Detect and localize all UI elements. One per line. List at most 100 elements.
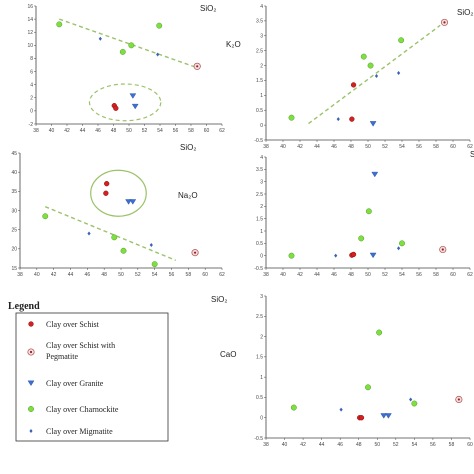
data-point-migmatite (336, 117, 340, 122)
data-point-granite (385, 413, 392, 419)
legend-marker-pegmatite (27, 348, 35, 356)
x-tick-label: 62 (467, 272, 473, 278)
x-tick-label: 56 (416, 272, 422, 278)
y-tick-label: 2 (260, 204, 263, 210)
x-tick-label: 42 (300, 442, 306, 448)
x-tick-label: 50 (118, 272, 124, 278)
x-tick-label: 48 (101, 272, 107, 278)
legend-marker-granite (27, 380, 35, 386)
corner-axis-label: SiO₂ (180, 143, 196, 152)
data-point-charnockite (111, 234, 118, 241)
y-tick-label: 15 (11, 266, 17, 272)
x-tick-label: 40 (280, 144, 286, 150)
x-tick-label: 52 (382, 144, 388, 150)
y-tick-label: 40 (11, 170, 17, 176)
corner-axis-label: SiO₂ (200, 4, 216, 13)
y-tick-label: 1.5 (256, 78, 263, 84)
x-tick-label: 58 (186, 272, 192, 278)
y-tick-label: 0 (260, 253, 263, 259)
data-point-schist (104, 181, 110, 187)
y-tick-label: 2 (30, 96, 33, 102)
legend-item-pegmatite: Clay over Schist with Pegmatite (27, 341, 115, 361)
x-tick-label: 48 (111, 128, 117, 134)
legend-label: Clay over Migmatite (46, 427, 113, 436)
data-point-charnockite (56, 21, 63, 28)
y-tick-label: 3.5 (256, 19, 263, 25)
x-tick-label: 38 (263, 272, 269, 278)
data-point-charnockite (290, 404, 297, 411)
y-tick-label: 20 (11, 247, 17, 253)
legend-item-charnockite: Clay over Charnockite (28, 405, 119, 414)
x-tick-label: 38 (33, 128, 39, 134)
cluster-ellipse (90, 169, 147, 217)
x-tick-label: 62 (467, 144, 473, 150)
data-point-charnockite (367, 62, 374, 69)
y-tick-label: 2 (260, 63, 263, 69)
legend-title: Legend (8, 301, 40, 312)
y-tick-label: 2.5 (256, 48, 263, 54)
x-tick-label: 54 (412, 442, 418, 448)
data-point-schist (349, 116, 355, 122)
x-tick-label: 44 (314, 272, 320, 278)
data-point-granite (129, 93, 137, 99)
x-tick-label: 60 (202, 272, 208, 278)
y-tick-label: 45 (11, 151, 17, 157)
data-point-charnockite (119, 48, 126, 55)
x-tick-label: 44 (319, 442, 325, 448)
x-tick-label: 56 (416, 144, 422, 150)
corner-axis-label: S (470, 150, 474, 159)
data-point-charnockite (288, 252, 295, 259)
data-point-granite (129, 199, 137, 205)
data-point-charnockite (399, 240, 405, 247)
y-tick-label: 3 (260, 179, 263, 185)
y-tick-label: -0.5 (254, 436, 263, 442)
x-tick-label: 46 (331, 272, 337, 278)
x-tick-label: 40 (282, 442, 288, 448)
data-point-migmatite (374, 73, 379, 78)
legend-label: Clay over Charnockite (46, 405, 119, 414)
x-tick-label: 46 (95, 128, 101, 134)
x-tick-label: 52 (393, 442, 399, 448)
y-tick-label: 8 (30, 56, 33, 62)
legend-label-line2: Pegmatite (46, 352, 78, 361)
x-tick-label: 42 (51, 272, 57, 278)
y-tick-label: 12 (27, 30, 33, 36)
data-point-charnockite (365, 208, 372, 215)
chart-1: 38 40 42 44 46 48 50 52 54 56 58 60 62-2024681012141… (27, 4, 225, 134)
x-tick-label: 46 (85, 272, 91, 278)
data-point-charnockite (128, 42, 135, 49)
corner-axis-label: SiO₂ (457, 8, 473, 17)
y-axis-label: CaO (220, 350, 236, 359)
x-tick-label: 54 (399, 144, 405, 150)
x-tick-label: 62 (219, 272, 225, 278)
data-point-charnockite (398, 37, 405, 44)
y-tick-label: 3 (260, 294, 263, 300)
y-tick-label: 3.5 (256, 167, 263, 173)
data-point-schist (350, 251, 357, 258)
y-tick-label: -0.5 (254, 266, 263, 272)
data-point-migmatite (149, 243, 153, 247)
x-tick-label: 50 (365, 272, 371, 278)
y-tick-label: 1.5 (256, 216, 263, 222)
data-point-charnockite (120, 247, 127, 254)
x-tick-label: 52 (382, 272, 388, 278)
x-tick-label: 54 (152, 272, 158, 278)
legend-label: Clay over Schist with (46, 341, 115, 350)
y-tick-label: 1 (260, 93, 263, 99)
y-tick-label: 6 (30, 69, 33, 75)
data-point-migmatite (409, 397, 413, 402)
y-tick-label: 2.5 (256, 314, 263, 320)
data-point-charnockite (156, 22, 163, 29)
y-tick-label: 0.5 (256, 241, 263, 247)
y-tick-label: 35 (11, 189, 17, 195)
data-point-migmatite (87, 231, 91, 236)
corner-axis-label: SiO₂ (211, 295, 227, 304)
data-point-pegmatite (191, 249, 199, 257)
x-tick-label: 40 (34, 272, 40, 278)
data-point-migmatite (397, 246, 401, 251)
legend-items: Clay over Schist Clay over Schist with Peg… (27, 320, 119, 436)
data-point-granite (369, 121, 377, 127)
legend-marker-charnockite (28, 406, 34, 412)
chart-3: 38 40 42 44 46 48 50 52 54 56 58 60 62 15 20 25 30 35 40 45… (11, 143, 225, 278)
